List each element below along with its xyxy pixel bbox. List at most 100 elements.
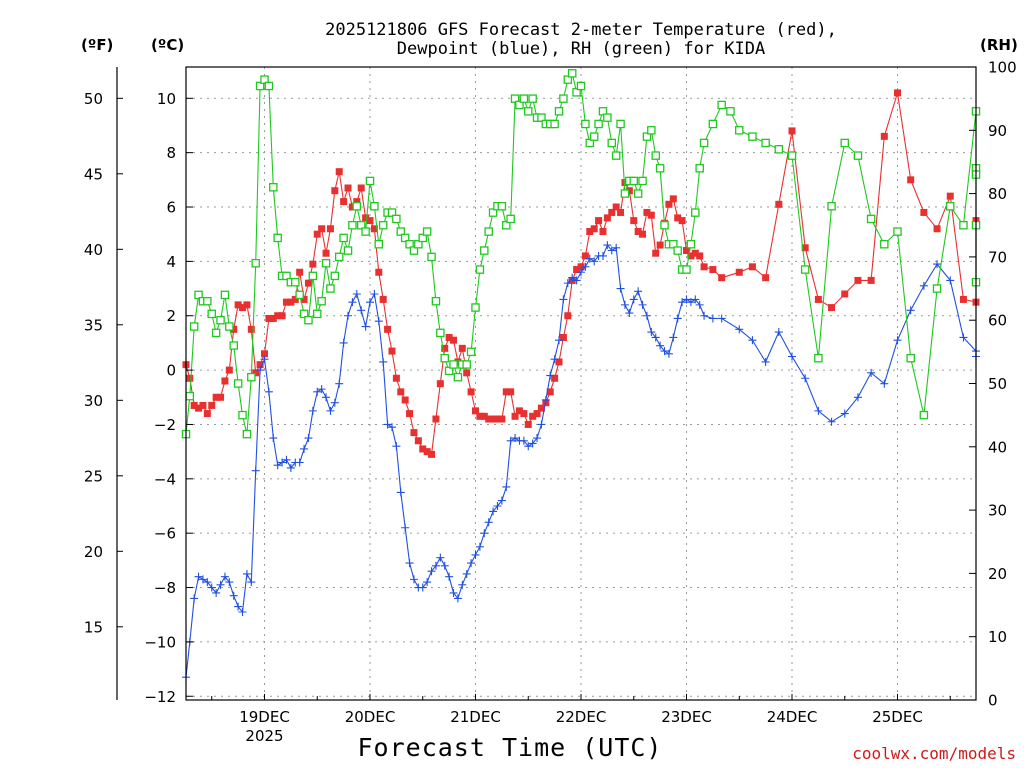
dewpoint-point: [361, 322, 370, 331]
rh-point: [352, 202, 362, 211]
rh-point: [444, 366, 454, 376]
rh-point: [387, 208, 397, 217]
fahrenheit-tick-label: 25: [84, 467, 103, 485]
temperature-point: [665, 200, 673, 208]
rh-point: [185, 391, 195, 401]
temperature-point: [814, 295, 822, 303]
dewpoint-point: [572, 276, 581, 285]
dewpoint-point: [647, 328, 656, 337]
rh-point: [959, 220, 968, 230]
temperature-point: [647, 211, 655, 219]
temperature-point: [186, 374, 194, 382]
temperature-point: [450, 336, 458, 344]
rh-point: [682, 265, 691, 274]
rh-point: [787, 151, 797, 160]
dewpoint-point: [282, 455, 291, 464]
rh-point: [260, 75, 269, 84]
temperature-point: [401, 396, 409, 404]
temperature-point: [920, 208, 928, 216]
rh-point: [620, 189, 630, 198]
temperature-point: [432, 415, 440, 423]
rh-point: [339, 233, 348, 243]
dewpoint-point: [194, 572, 203, 581]
temperature-point: [195, 404, 203, 412]
rh-point: [405, 239, 414, 249]
dewpoint-point: [339, 338, 348, 347]
temperature-point: [709, 266, 717, 274]
temperature-point: [959, 295, 967, 303]
temperature-point: [639, 230, 647, 238]
fahrenheit-tick-label: 15: [84, 618, 103, 636]
dewpoint-point: [436, 553, 445, 562]
rh-point: [774, 145, 784, 154]
x-tick-label: 20DEC: [345, 708, 396, 726]
rh-point: [669, 239, 678, 249]
rh-point: [343, 246, 353, 255]
rh-tick-label: 10: [988, 628, 1007, 646]
celsius-tick-label: 2: [166, 307, 176, 325]
temperature-point: [656, 241, 664, 249]
temperature-point: [718, 274, 726, 282]
temperature-point: [366, 217, 374, 225]
rh-point: [550, 119, 559, 129]
rh-tick-label: 40: [988, 438, 1007, 456]
temperature-point: [691, 249, 699, 257]
rh-tick-label: 30: [988, 502, 1007, 520]
dewpoint-point: [405, 559, 414, 568]
dewpoint-point: [550, 355, 559, 364]
dewpoint-point: [555, 336, 564, 345]
rh-point: [748, 132, 757, 141]
dewpoint-point: [541, 395, 550, 404]
dewpoint-point: [774, 328, 783, 337]
rh-point: [299, 309, 309, 319]
temperature-point: [230, 325, 238, 333]
dewpoint-point: [449, 588, 458, 597]
rh-point: [207, 309, 216, 319]
rh-point: [211, 328, 221, 338]
dewpoint-point: [673, 314, 682, 323]
rh-point: [853, 151, 863, 160]
rh-point: [361, 227, 370, 236]
temperature-point: [326, 225, 334, 233]
dewpoint-point: [660, 347, 669, 356]
temperature-point: [788, 127, 796, 135]
temperature-point: [603, 214, 611, 222]
dewpoint-point: [238, 608, 247, 617]
rh-point: [651, 151, 660, 160]
rh-point: [686, 239, 696, 249]
temperature-point: [287, 298, 295, 306]
dewpoint-point: [242, 569, 251, 578]
temperature-point: [309, 260, 317, 268]
dewpoint-point: [946, 276, 955, 285]
temperature-point: [687, 252, 695, 260]
temperature-point: [282, 298, 290, 306]
rh-point: [585, 138, 595, 148]
rh-point: [638, 176, 647, 186]
x-axis-label: Forecast Time (UTC): [357, 733, 663, 762]
dewpoint-point: [453, 594, 462, 603]
temperature-point: [634, 227, 642, 235]
dewpoint-point: [295, 458, 304, 467]
celsius-tick-label: −4: [154, 470, 176, 488]
dewpoint-point: [840, 409, 849, 418]
credit-link[interactable]: coolwx.com/models: [852, 744, 1016, 763]
x-tick-sublabel: 2025: [245, 727, 283, 745]
rh-point: [906, 353, 915, 363]
rh-point: [334, 252, 344, 262]
rh-point: [475, 265, 485, 274]
dewpoint-point: [467, 559, 476, 568]
rh-point: [515, 100, 524, 110]
temperature-point: [392, 374, 400, 382]
temperature-point: [590, 225, 598, 233]
temperature-point: [520, 410, 528, 418]
rh-line: [185, 71, 977, 435]
dewpoint-point: [568, 273, 577, 282]
temperature-point: [247, 325, 255, 333]
rh-point: [220, 290, 230, 300]
rh-point: [317, 296, 326, 306]
celsius-tick-label: −6: [154, 525, 176, 543]
temperature-point: [880, 132, 888, 140]
rh-point: [919, 410, 929, 420]
celsius-tick-label: −12: [144, 688, 176, 706]
